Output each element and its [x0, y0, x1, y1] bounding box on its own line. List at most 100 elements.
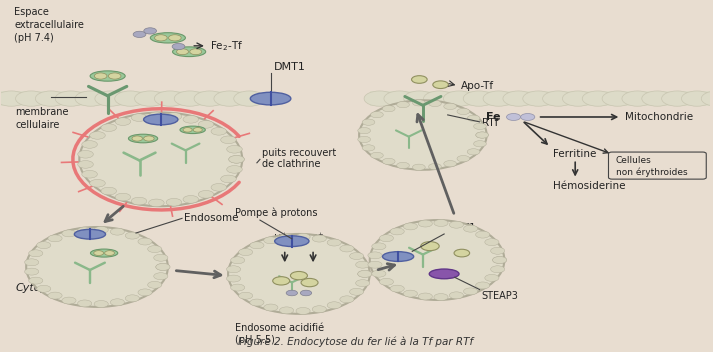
Circle shape	[503, 91, 534, 106]
Circle shape	[463, 288, 478, 295]
Text: Fe$_2$-Tf: Fe$_2$-Tf	[210, 39, 243, 53]
Circle shape	[156, 264, 170, 270]
Circle shape	[340, 296, 354, 303]
Text: Cellules
non érythroides: Cellules non érythroides	[615, 156, 687, 177]
Circle shape	[358, 270, 372, 277]
Circle shape	[429, 100, 441, 107]
Ellipse shape	[128, 134, 158, 143]
Circle shape	[404, 290, 418, 297]
Circle shape	[229, 156, 245, 163]
Circle shape	[234, 91, 265, 106]
Circle shape	[190, 49, 202, 55]
Circle shape	[55, 91, 86, 106]
Circle shape	[227, 145, 242, 153]
Circle shape	[396, 101, 409, 108]
Circle shape	[138, 289, 152, 296]
Circle shape	[156, 264, 170, 270]
Circle shape	[221, 136, 236, 144]
Circle shape	[48, 235, 62, 242]
Circle shape	[411, 76, 427, 83]
Circle shape	[404, 91, 435, 106]
Text: H$^+$: H$^+$	[309, 232, 324, 245]
Circle shape	[62, 297, 76, 304]
Circle shape	[93, 251, 103, 256]
Circle shape	[211, 127, 227, 135]
Circle shape	[111, 299, 125, 306]
Circle shape	[148, 199, 164, 207]
Circle shape	[349, 288, 364, 295]
Circle shape	[358, 127, 371, 134]
Circle shape	[419, 293, 432, 300]
Circle shape	[78, 161, 93, 168]
Circle shape	[16, 91, 47, 106]
Ellipse shape	[91, 249, 118, 257]
Circle shape	[290, 271, 307, 280]
Circle shape	[221, 175, 236, 183]
Circle shape	[29, 250, 43, 257]
Text: DMT1: DMT1	[446, 223, 476, 233]
Circle shape	[264, 304, 278, 311]
Circle shape	[702, 91, 713, 106]
Circle shape	[138, 238, 152, 245]
Circle shape	[172, 43, 185, 50]
Circle shape	[434, 294, 448, 301]
Circle shape	[371, 243, 386, 250]
Circle shape	[443, 161, 456, 167]
Circle shape	[457, 108, 470, 114]
Circle shape	[349, 252, 364, 259]
Circle shape	[362, 145, 375, 151]
Circle shape	[230, 257, 245, 264]
Circle shape	[166, 199, 182, 206]
Bar	[1, 91, 242, 106]
Circle shape	[390, 228, 404, 235]
Circle shape	[473, 141, 486, 147]
Ellipse shape	[382, 252, 414, 262]
Circle shape	[358, 136, 371, 143]
Circle shape	[193, 128, 202, 132]
Circle shape	[662, 91, 693, 106]
Circle shape	[368, 261, 382, 268]
Circle shape	[520, 113, 535, 120]
Circle shape	[485, 239, 499, 246]
Circle shape	[454, 249, 470, 257]
Circle shape	[421, 241, 439, 251]
Circle shape	[296, 308, 310, 314]
Circle shape	[36, 285, 51, 292]
Circle shape	[340, 245, 354, 252]
Circle shape	[412, 164, 425, 170]
Text: Hémosiderine: Hémosiderine	[553, 181, 625, 191]
Circle shape	[143, 136, 154, 141]
Circle shape	[115, 118, 130, 125]
Circle shape	[476, 132, 488, 138]
Circle shape	[82, 170, 98, 178]
Ellipse shape	[26, 227, 168, 307]
Text: STEAP3: STEAP3	[481, 290, 518, 301]
Circle shape	[62, 230, 76, 237]
Circle shape	[101, 187, 117, 195]
Circle shape	[434, 220, 448, 226]
Circle shape	[36, 242, 51, 249]
Circle shape	[133, 31, 146, 38]
Circle shape	[301, 278, 318, 287]
Circle shape	[111, 228, 125, 235]
Circle shape	[429, 164, 441, 170]
Circle shape	[131, 114, 147, 121]
Circle shape	[78, 300, 92, 307]
Circle shape	[371, 152, 384, 158]
Circle shape	[135, 91, 165, 106]
Circle shape	[286, 290, 297, 296]
Text: membrane
cellulaire: membrane cellulaire	[16, 107, 69, 130]
Circle shape	[563, 91, 594, 106]
Bar	[370, 91, 710, 106]
Text: Mitochondrie: Mitochondrie	[625, 112, 693, 122]
Circle shape	[29, 277, 43, 284]
Circle shape	[211, 183, 227, 191]
Circle shape	[449, 221, 463, 228]
Circle shape	[364, 91, 395, 106]
Circle shape	[82, 140, 98, 148]
Circle shape	[272, 277, 289, 285]
Ellipse shape	[429, 269, 459, 279]
Circle shape	[155, 35, 167, 41]
Text: Espace
extracellulaire
(pH 7.4): Espace extracellulaire (pH 7.4)	[14, 7, 84, 43]
Circle shape	[75, 91, 106, 106]
